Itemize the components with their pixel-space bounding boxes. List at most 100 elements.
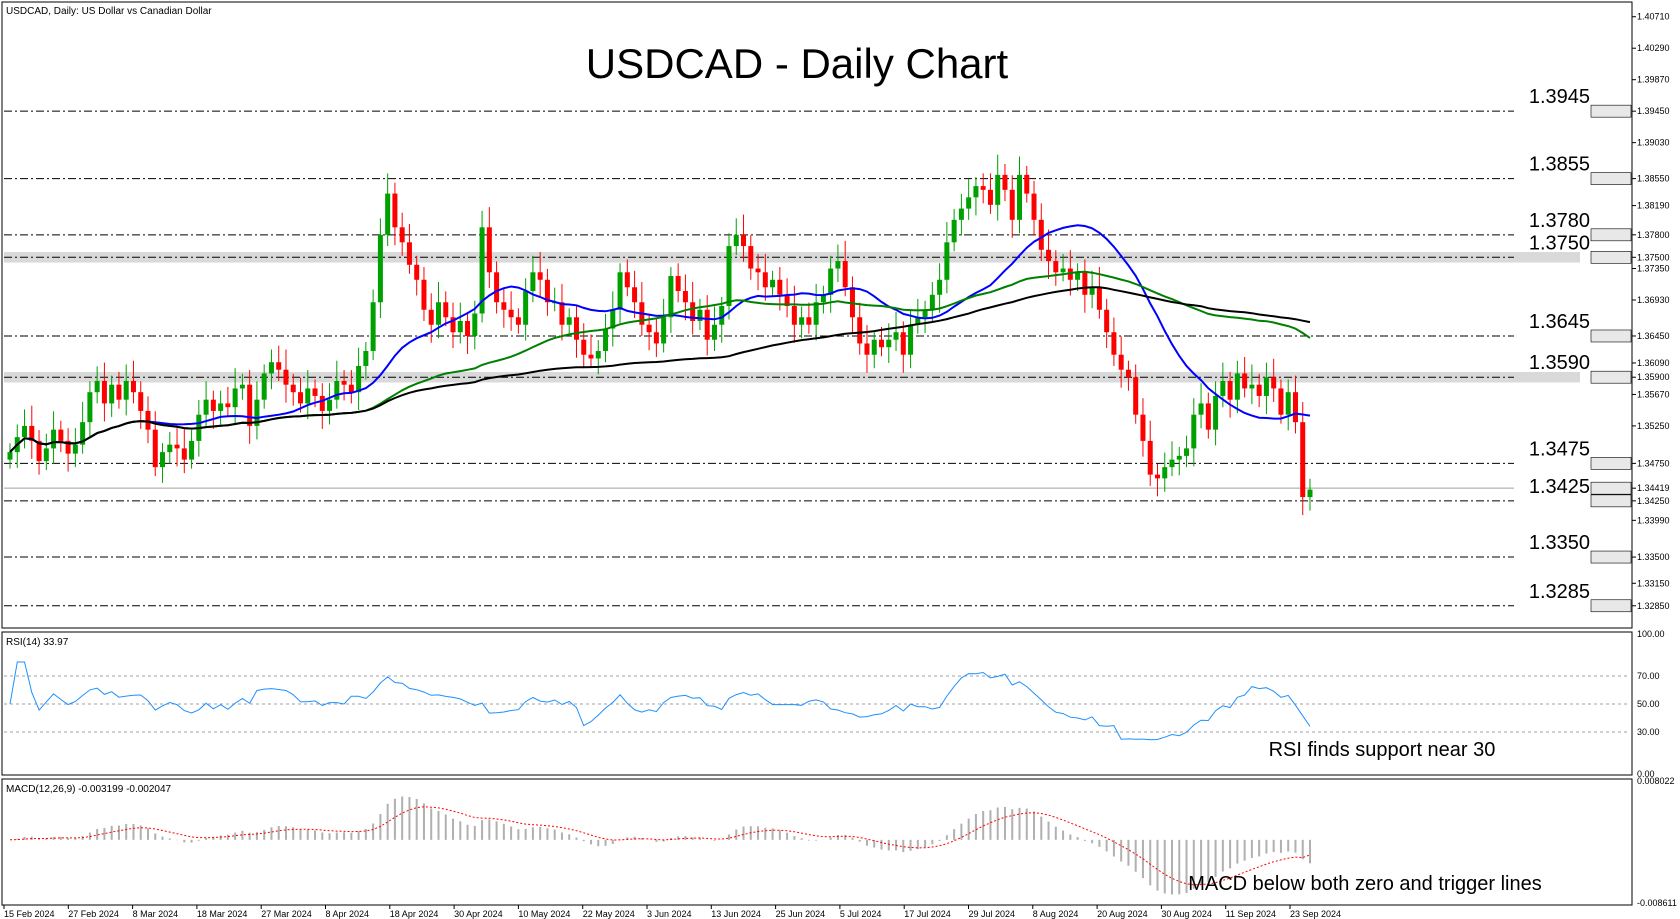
x-tick-label: 17 Jul 2024 (904, 909, 951, 919)
candle-body (145, 410, 151, 430)
candle-body (80, 422, 86, 445)
candle-body (908, 324, 914, 355)
candle-body (1242, 373, 1248, 389)
candle-body (1038, 219, 1044, 250)
level-label: 1.3475 (1529, 438, 1590, 460)
candle-body (494, 272, 500, 303)
x-tick-label: 18 Apr 2024 (390, 909, 439, 919)
candle-body (218, 403, 224, 411)
candle-body (748, 246, 754, 269)
candle-body (922, 309, 928, 318)
candle-body (1256, 384, 1262, 396)
candle-body (1089, 287, 1095, 295)
candle-body (915, 317, 921, 325)
candle-body (820, 294, 826, 303)
macd-tick-label: -0.008611 (1637, 898, 1677, 908)
candle-body (356, 365, 362, 393)
candle-body (465, 320, 471, 336)
candle-body (305, 388, 311, 404)
candle-body (450, 317, 456, 333)
candle-body (813, 302, 819, 325)
candle-body (29, 425, 35, 441)
candle-body (719, 306, 725, 325)
candle-body (610, 309, 616, 329)
candle-body (152, 429, 158, 468)
x-tick-label: 8 Mar 2024 (133, 909, 179, 919)
candle-body (682, 291, 688, 303)
candle-body (1249, 384, 1255, 389)
candle-body (668, 276, 674, 318)
candle-body (581, 339, 587, 355)
candle-body (799, 317, 805, 325)
x-tick-label: 11 Sep 2024 (1226, 909, 1276, 919)
candle-body (900, 332, 906, 355)
candle-body (987, 189, 993, 205)
candle-body (94, 380, 100, 393)
candle-body (537, 272, 543, 280)
candle-body (893, 332, 899, 340)
candle-body (828, 268, 834, 295)
candle-body (951, 219, 957, 243)
candle-body (174, 444, 180, 449)
level-label: 1.3350 (1529, 532, 1590, 554)
candle-body (51, 429, 57, 449)
macd-pane (1, 778, 1633, 906)
candle-body (457, 320, 463, 333)
y-tick-box (1590, 370, 1632, 384)
candle-body (334, 380, 340, 400)
candle-body (130, 380, 136, 393)
rsi-tick-label: 0.00 (1637, 769, 1655, 779)
candle-body (624, 272, 630, 288)
candle-body (239, 384, 245, 389)
candle-body (443, 302, 449, 318)
candle-body (1111, 332, 1117, 355)
candle-body (806, 317, 812, 325)
y-tick-box (1590, 457, 1632, 470)
y-tick-label: 1.38550 (1637, 174, 1670, 184)
candle-body (886, 339, 892, 348)
candle-body (1118, 354, 1124, 370)
candle-body (1234, 373, 1240, 400)
candle-body (210, 399, 216, 411)
y-tick-label: 1.39870 (1637, 75, 1670, 85)
y-tick-label: 1.33150 (1637, 578, 1670, 588)
candle-body (508, 309, 514, 318)
candle-body (276, 362, 282, 370)
candle-body (1263, 377, 1269, 396)
candle-body (399, 227, 405, 243)
candle-body (406, 242, 412, 265)
candle-body (958, 208, 964, 220)
candle-body (791, 306, 797, 325)
candle-body (370, 302, 376, 351)
candle-body (646, 324, 652, 333)
candle-body (784, 294, 790, 307)
x-tick-label: 22 May 2024 (583, 909, 635, 919)
candle-body (530, 272, 536, 292)
candle-body (595, 350, 601, 359)
macd-tick-label: 0.008022 (1637, 776, 1675, 786)
candle-body (523, 291, 529, 325)
y-tick-label: 1.36930 (1637, 295, 1670, 305)
candle-body (1176, 455, 1182, 460)
rsi-tick-label: 100.00 (1637, 629, 1665, 639)
candle-body (181, 448, 187, 460)
candle-body (864, 343, 870, 355)
candle-body (690, 302, 696, 321)
candle-body (849, 287, 855, 318)
ma-slow-line (9, 286, 1311, 453)
y-tick-label: 1.40290 (1637, 43, 1670, 53)
candle-body (1220, 380, 1226, 396)
candle-body (72, 444, 78, 454)
candle-body (501, 302, 507, 310)
level-label: 1.3645 (1529, 311, 1590, 333)
candle-body (755, 268, 761, 273)
candle-body (58, 429, 64, 441)
candle-body (1002, 174, 1008, 190)
candle-body (1096, 287, 1102, 310)
candle-body (704, 309, 710, 340)
candle-body (1169, 459, 1175, 468)
candle-body (348, 384, 354, 393)
y-tick-box (1590, 494, 1632, 508)
candle-body (937, 279, 943, 295)
